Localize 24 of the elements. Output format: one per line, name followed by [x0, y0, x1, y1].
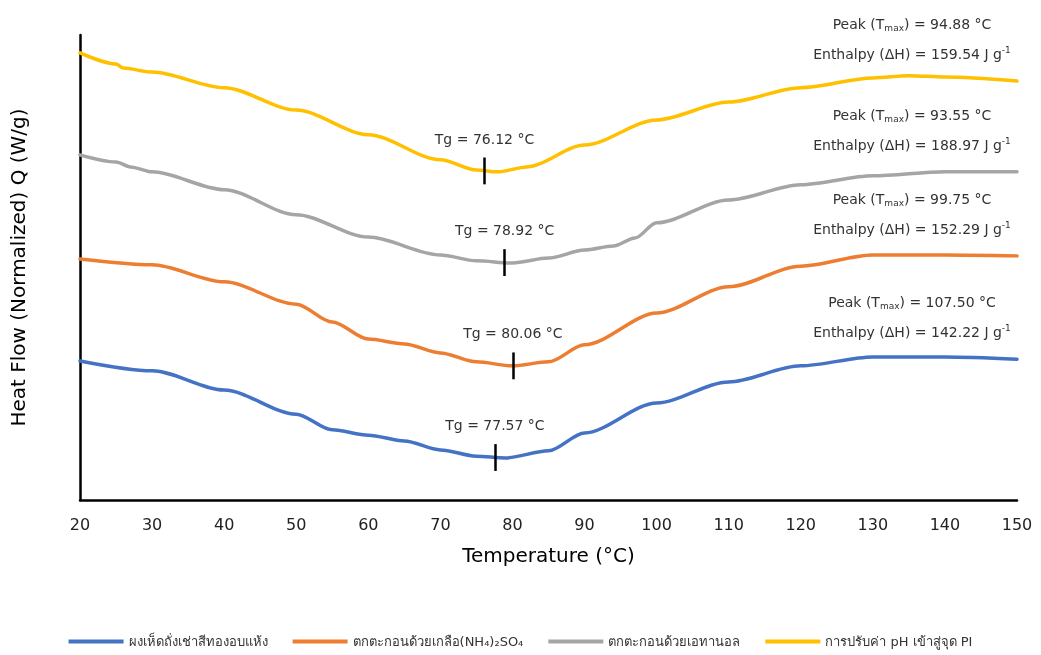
- x-tick-label: 50: [286, 514, 307, 534]
- legend-label: ผงเห็ดถั่งเช่าสีทองอบแห้ง: [128, 632, 268, 649]
- annotation: Tg = 76.12 °C: [433, 130, 535, 147]
- x-tick-label: 130: [857, 514, 889, 534]
- x-axis-title: Temperature (°C): [461, 543, 635, 567]
- annotation: Tg = 77.57 °C: [444, 417, 545, 434]
- x-tick-label: 80: [502, 514, 523, 534]
- annotation: Tg = 78.92 °C: [453, 222, 555, 239]
- x-tick-label: 60: [358, 514, 379, 534]
- x-tick-label: 110: [713, 514, 744, 534]
- legend-label: การปรับค่า pH เข้าสู่จุด PI: [825, 634, 973, 650]
- x-tick-label: 70: [430, 514, 451, 534]
- x-tick-label: 120: [785, 514, 817, 534]
- x-tick-label: 150: [1001, 514, 1033, 534]
- x-tick-label: 100: [641, 514, 672, 534]
- y-axis-title: Heat Flow (Normalized) Q (W/g): [6, 108, 30, 427]
- x-tick-label: 140: [929, 514, 961, 534]
- x-tick-label: 30: [141, 514, 163, 534]
- x-tick-label: 90: [574, 514, 595, 534]
- annotation: Tg = 80.06 °C: [462, 325, 563, 342]
- legend-label: ตกตะกอนด้วยเอทานอล: [608, 634, 741, 649]
- x-tick-label: 40: [213, 514, 235, 534]
- x-tick-label: 20: [69, 514, 91, 534]
- legend-label: ตกตะกอนด้วยเกลือ(NH₄)₂SO₄: [352, 634, 524, 649]
